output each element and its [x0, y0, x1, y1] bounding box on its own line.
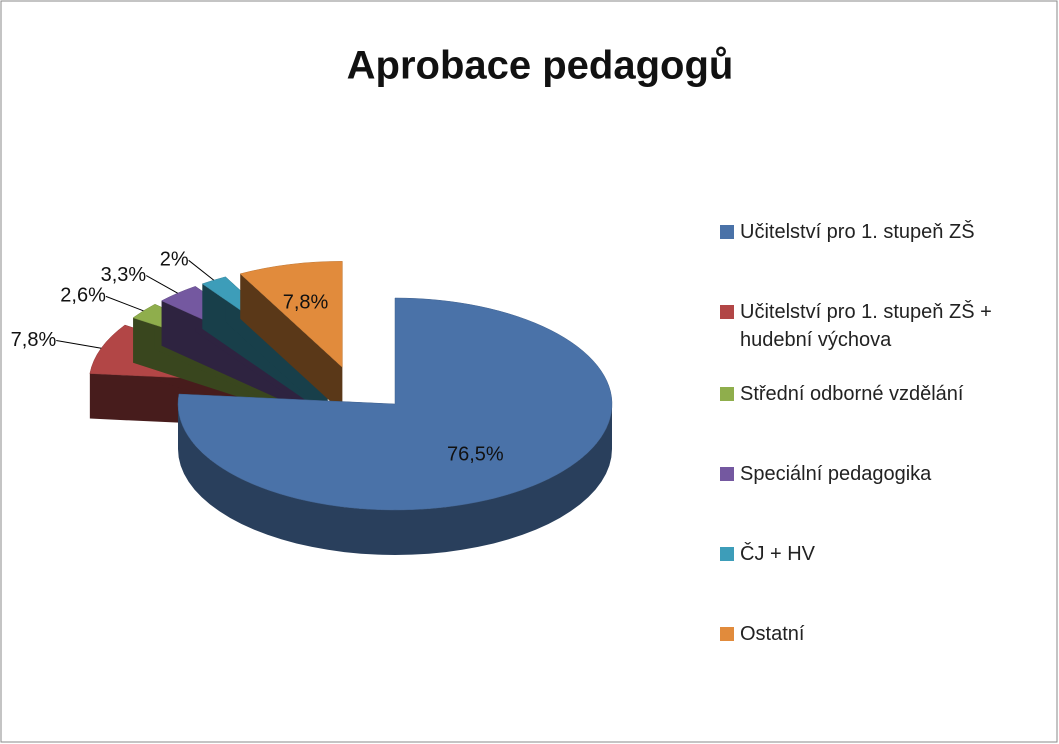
- legend-item: Speciální pedagogika: [720, 460, 1050, 488]
- slice-side: [178, 404, 612, 555]
- legend-label: Učitelství pro 1. stupeň ZŠ: [740, 221, 975, 243]
- legend-swatch: [720, 467, 734, 481]
- legend: Učitelství pro 1. stupeň ZŠ Učitelství pr…: [720, 218, 1050, 700]
- slice-cut: [240, 273, 343, 413]
- legend-swatch: [720, 387, 734, 401]
- leader-line: [105, 295, 144, 312]
- data-label: 76,5%: [447, 443, 504, 465]
- legend-swatch: [720, 305, 734, 319]
- slice: [177, 297, 613, 555]
- data-label: 3,3%: [101, 264, 147, 286]
- data-label: 7,8%: [11, 329, 57, 351]
- legend-item: Ostatní: [720, 620, 1050, 648]
- slice-top: [239, 261, 343, 368]
- slice-top: [177, 297, 613, 511]
- legend-item: Střední odborné vzdělání: [720, 380, 1050, 408]
- legend-label: ČJ + HV: [740, 543, 816, 565]
- legend-item: ČJ + HV: [720, 540, 1050, 568]
- legend-label: Učitelství pro 1. stupeň ZŠ + hudební vý…: [740, 301, 992, 351]
- legend-label: Ostatní: [740, 623, 805, 645]
- chart-title: Aprobace pedagogů: [347, 44, 734, 88]
- legend-label: Střední odborné vzdělání: [740, 383, 964, 405]
- slice: [239, 261, 343, 413]
- legend-item: Učitelství pro 1. stupeň ZŠ + hudební vý…: [720, 298, 1050, 354]
- legend-swatch: [720, 627, 734, 641]
- legend-swatch: [720, 225, 734, 239]
- legend-swatch: [720, 547, 734, 561]
- leader-line: [188, 259, 214, 281]
- data-label: 2%: [160, 249, 189, 271]
- legend-item: Učitelství pro 1. stupeň ZŠ: [720, 218, 1050, 246]
- legend-label: Speciální pedagogika: [740, 463, 932, 485]
- data-label: 2,6%: [60, 285, 106, 307]
- leader-line: [56, 340, 102, 349]
- data-label: 7,8%: [283, 292, 329, 314]
- leader-line: [145, 275, 178, 294]
